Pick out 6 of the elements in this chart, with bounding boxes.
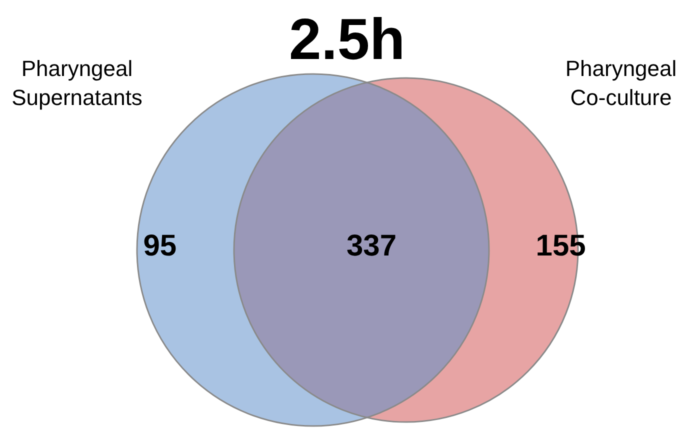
category-label: Pharyngeal Supernatants	[10, 55, 144, 112]
data-label: 337	[346, 229, 397, 262]
text: 2.5h	[288, 7, 406, 72]
data-label: 155	[536, 229, 586, 262]
data-label: 95	[143, 229, 177, 262]
category-label: Pharyngeal Co-culture	[564, 55, 678, 112]
